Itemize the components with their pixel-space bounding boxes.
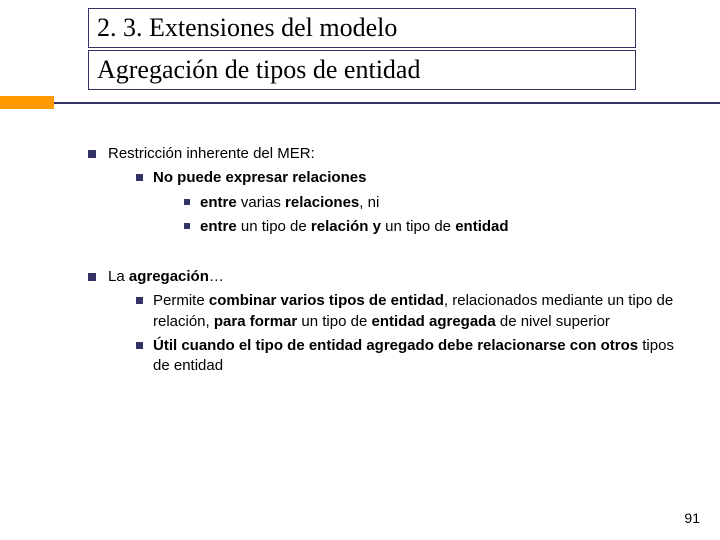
bullet-icon <box>184 223 190 229</box>
list-text: No puede expresar relaciones <box>153 168 366 188</box>
list-text: entre un tipo de relación y un tipo de e… <box>200 217 509 237</box>
horizontal-rule <box>54 102 720 104</box>
list-text: La agregación… <box>108 267 224 287</box>
list-item: Restricción inherente del MER: <box>88 144 688 164</box>
list-item: No puede expresar relaciones <box>88 168 688 188</box>
accent-bar <box>0 96 54 109</box>
list-item: entre varias relaciones, ni <box>88 193 688 213</box>
list-item: La agregación… <box>88 267 688 287</box>
list-item: entre un tipo de relación y un tipo de e… <box>88 217 688 237</box>
slide-body: Restricción inherente del MER: No puede … <box>88 144 688 380</box>
bullet-icon <box>136 174 143 181</box>
list-text: Permite combinar varios tipos de entidad… <box>153 291 688 332</box>
page-number: 91 <box>684 510 700 526</box>
bullet-icon <box>184 199 190 205</box>
list-text: entre varias relaciones, ni <box>200 193 379 213</box>
bullet-icon <box>88 273 96 281</box>
section-subtitle: Agregación de tipos de entidad <box>88 50 636 90</box>
bullet-icon <box>136 342 143 349</box>
list-text: Útil cuando el tipo de entidad agregado … <box>153 336 688 377</box>
section-title: 2. 3. Extensiones del modelo <box>88 8 636 48</box>
list-item: Permite combinar varios tipos de entidad… <box>88 291 688 332</box>
list-text: Restricción inherente del MER: <box>108 144 315 164</box>
bullet-icon <box>136 297 143 304</box>
list-item: Útil cuando el tipo de entidad agregado … <box>88 336 688 377</box>
bullet-icon <box>88 150 96 158</box>
